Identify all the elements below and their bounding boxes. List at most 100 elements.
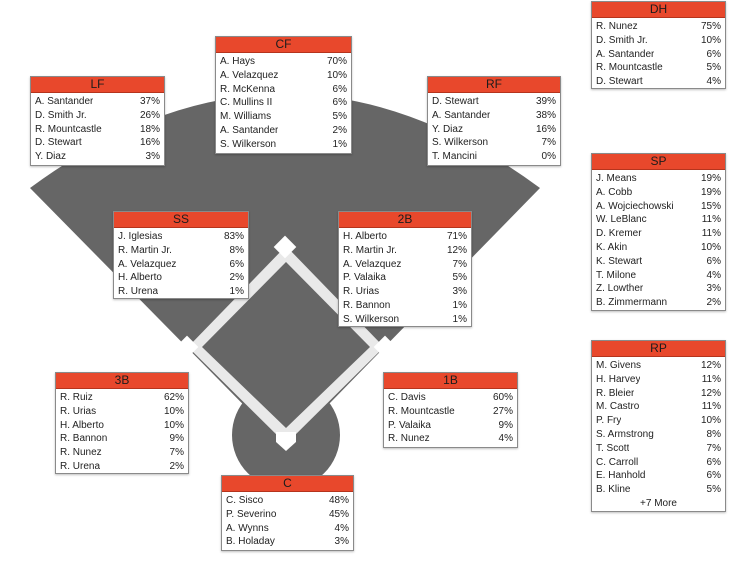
player-name: P. Severino — [226, 508, 277, 520]
list-item: A. Velazquez 7% — [343, 258, 467, 272]
player-pct: 4% — [706, 269, 721, 281]
player-name: E. Hanhold — [596, 470, 646, 482]
player-pct: 62% — [163, 392, 184, 403]
list-item: M. Castro 11% — [596, 400, 721, 414]
list-item: H. Alberto 2% — [118, 271, 244, 285]
player-name: R. Urena — [118, 286, 159, 298]
list-item: E. Hanhold 6% — [596, 469, 721, 483]
list-item: R. McKenna 6% — [220, 83, 347, 97]
player-name: R. McKenna — [220, 83, 276, 95]
player-name: R. Nunez — [596, 21, 638, 32]
list-item: R. Mountcastle 27% — [388, 405, 513, 419]
first-base-card: 1B C. Davis 60% R. Mountcastle 27% P. Vala… — [383, 372, 518, 448]
player-pct: 6% — [706, 456, 721, 468]
ss-title: SS — [114, 212, 248, 228]
list-item: T. Mancini 0% — [432, 150, 556, 164]
player-name: R. Mountcastle — [35, 123, 102, 135]
player-name: R. Nunez — [60, 447, 102, 459]
list-item: M. Givens 12% — [596, 359, 721, 373]
player-pct: 6% — [332, 97, 347, 109]
player-name: J. Iglesias — [118, 231, 163, 242]
list-item: D. Kremer 11% — [596, 227, 721, 241]
list-item: A. Velazquez 10% — [220, 69, 347, 83]
player-pct: 83% — [223, 231, 244, 242]
player-name: R. Mountcastle — [388, 405, 455, 417]
player-name: S. Wilkerson — [220, 138, 277, 150]
player-name: R. Martin Jr. — [118, 244, 172, 256]
player-pct: 4% — [498, 433, 513, 445]
list-item: D. Stewart 39% — [432, 95, 556, 109]
player-name: H. Alberto — [118, 272, 162, 284]
player-pct: 5% — [452, 272, 467, 284]
list-item: R. Urias 10% — [60, 405, 184, 419]
player-pct: 0% — [541, 151, 556, 163]
player-name: T. Scott — [596, 442, 630, 454]
player-name: D. Stewart — [596, 76, 643, 88]
player-pct: 10% — [700, 415, 721, 427]
player-name: R. Mountcastle — [596, 62, 663, 74]
player-pct: 1% — [452, 313, 467, 325]
player-pct: 2% — [332, 124, 347, 136]
player-name: R. Martin Jr. — [343, 244, 397, 256]
list-item: M. Williams 5% — [220, 110, 347, 124]
player-pct: 37% — [139, 96, 160, 107]
list-item: S. Armstrong 8% — [596, 428, 721, 442]
player-name: Y. Diaz — [35, 151, 66, 163]
player-pct: 16% — [535, 123, 556, 135]
player-pct: 10% — [326, 69, 347, 81]
player-pct: 10% — [163, 419, 184, 431]
player-name: H. Alberto — [60, 419, 104, 431]
list-item: R. Nunez 7% — [60, 446, 184, 460]
player-name: K. Stewart — [596, 255, 643, 267]
player-pct: 3% — [145, 151, 160, 163]
infield-grass — [202, 262, 370, 428]
list-item: A. Santander 38% — [432, 109, 556, 123]
player-name: B. Zimmermann — [596, 297, 668, 309]
player-pct: 10% — [700, 241, 721, 253]
player-name: A. Velazquez — [220, 69, 279, 81]
list-item: Y. Diaz 16% — [432, 123, 556, 137]
player-pct: 6% — [706, 470, 721, 482]
player-pct: 11% — [701, 214, 721, 226]
list-item: S. Wilkerson 1% — [343, 313, 467, 327]
more-link[interactable]: +7 More — [640, 497, 677, 509]
list-item: K. Stewart 6% — [596, 255, 721, 269]
player-pct: 11% — [701, 373, 721, 385]
list-item: A. Velazquez 6% — [118, 258, 244, 272]
rf-card: RF D. Stewart 39% A. Santander 38% Y. Diaz… — [427, 76, 561, 166]
list-item: H. Alberto 10% — [60, 419, 184, 433]
player-name: S. Armstrong — [596, 428, 654, 440]
list-item: D. Stewart 4% — [596, 75, 721, 89]
player-name: S. Wilkerson — [432, 137, 489, 149]
list-item: B. Zimmermann 2% — [596, 296, 721, 310]
player-name: S. Wilkerson — [343, 313, 400, 325]
player-pct: 6% — [706, 255, 721, 267]
list-item: R. Mountcastle 18% — [35, 123, 160, 137]
player-pct: 3% — [334, 536, 349, 548]
player-pct: 12% — [446, 244, 467, 256]
list-item: C. Carroll 6% — [596, 456, 721, 470]
player-name: H. Alberto — [343, 231, 387, 242]
player-pct: 1% — [229, 286, 244, 298]
list-item: C. Sisco 48% — [226, 494, 349, 508]
player-pct: 26% — [139, 109, 160, 121]
player-pct: 38% — [535, 109, 556, 121]
player-name: B. Holaday — [226, 536, 275, 548]
player-name: T. Mancini — [432, 151, 478, 163]
second-base-card: 2B H. Alberto 71% R. Martin Jr. 12% A. Vel… — [338, 211, 472, 327]
player-pct: 9% — [169, 433, 184, 445]
player-name: D. Kremer — [596, 228, 642, 240]
ss-card: SS J. Iglesias 83% R. Martin Jr. 8% A. Vel… — [113, 211, 249, 299]
player-name: R. Bannon — [60, 433, 108, 445]
list-item: S. Wilkerson 7% — [432, 136, 556, 150]
list-item: R. Urena 1% — [118, 285, 244, 299]
player-name: R. Urena — [60, 460, 101, 472]
player-pct: 10% — [163, 405, 184, 417]
player-pct: 7% — [541, 137, 556, 149]
home-plate — [276, 432, 296, 451]
list-item: A. Wojciechowski 15% — [596, 200, 721, 214]
rp-card: RP M. Givens 12% H. Harvey 11% R. Bleier 12… — [591, 340, 726, 512]
player-pct: 11% — [701, 401, 721, 413]
player-name: W. LeBlanc — [596, 214, 647, 226]
player-pct: 2% — [706, 297, 721, 309]
